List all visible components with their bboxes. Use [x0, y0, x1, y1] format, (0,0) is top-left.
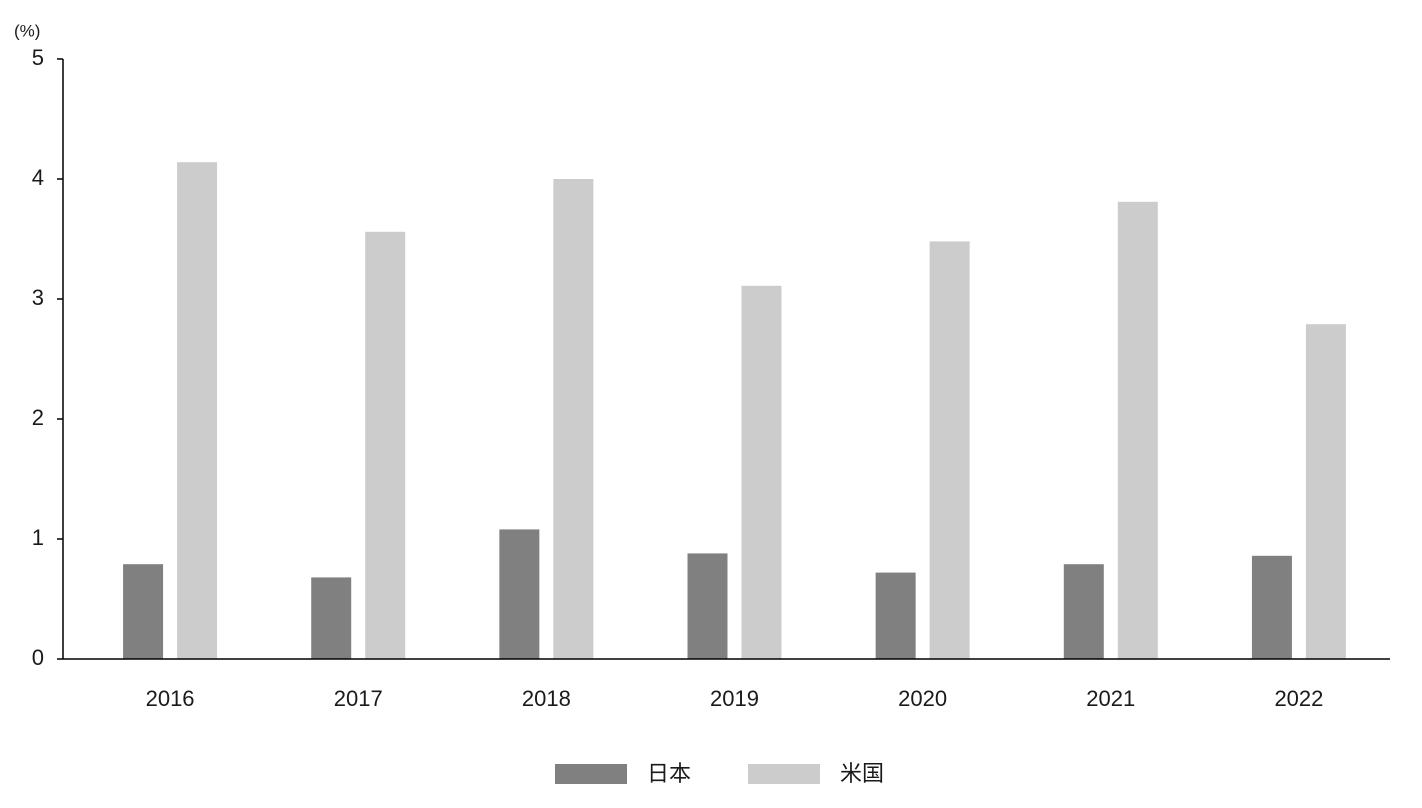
legend-label: 米国	[840, 761, 884, 786]
legend-swatch	[748, 764, 820, 784]
legend-swatch	[555, 764, 627, 784]
y-unit-label: (%)	[14, 21, 40, 40]
bar	[1063, 564, 1104, 659]
bar	[499, 529, 540, 659]
x-tick-label: 2018	[522, 686, 571, 711]
bar	[365, 231, 406, 660]
bar	[1305, 324, 1346, 659]
y-tick-label: 4	[32, 165, 44, 190]
bar	[311, 577, 352, 659]
bar	[875, 572, 916, 659]
x-tick-label: 2019	[710, 686, 759, 711]
legend-label: 日本	[647, 761, 691, 786]
bar	[177, 162, 218, 659]
bar	[1251, 555, 1292, 659]
y-tick-label: 1	[32, 525, 44, 550]
y-tick-label: 2	[32, 405, 44, 430]
bar	[123, 564, 164, 659]
bar	[929, 241, 970, 659]
x-tick-label: 2020	[898, 686, 947, 711]
y-tick-label: 5	[32, 45, 44, 70]
y-tick-label: 0	[32, 645, 44, 670]
bar	[741, 285, 782, 659]
x-tick-label: 2022	[1274, 686, 1323, 711]
x-tick-label: 2017	[334, 686, 383, 711]
x-tick-label: 2021	[1086, 686, 1135, 711]
bar	[1117, 201, 1158, 660]
bar	[687, 553, 728, 659]
x-tick-label: 2016	[146, 686, 195, 711]
y-tick-label: 3	[32, 285, 44, 310]
bar	[553, 179, 594, 659]
